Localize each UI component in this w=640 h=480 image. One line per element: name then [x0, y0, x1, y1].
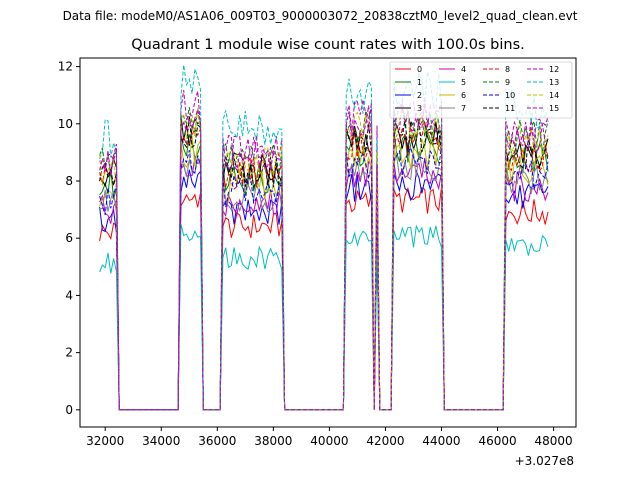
x-tick-label: 42000 — [366, 434, 404, 448]
x-tick-label: 38000 — [254, 434, 292, 448]
x-tick-label: 36000 — [198, 434, 236, 448]
y-tick-label: 10 — [58, 117, 73, 131]
legend-box — [389, 61, 573, 119]
legend-label-14: 14 — [549, 91, 559, 100]
y-tick-label: 0 — [65, 403, 73, 417]
y-tick-label: 12 — [58, 60, 73, 74]
x-offset-label: +3.027e8 — [515, 454, 574, 468]
legend-label-5: 5 — [461, 78, 466, 87]
legend-label-13: 13 — [549, 78, 559, 87]
legend-label-11: 11 — [505, 104, 515, 113]
legend-label-0: 0 — [417, 65, 422, 74]
y-tick-label: 8 — [65, 174, 73, 188]
y-axis: 0 2 4 6 8 10 12 — [58, 60, 80, 417]
legend-label-15: 15 — [549, 104, 559, 113]
legend-label-7: 7 — [461, 104, 466, 113]
x-tick-label: 44000 — [422, 434, 460, 448]
legend-label-1: 1 — [417, 78, 422, 87]
x-tick-label: 34000 — [142, 434, 180, 448]
legend-label-2: 2 — [417, 91, 422, 100]
series-line-15 — [99, 99, 549, 411]
legend-label-9: 9 — [505, 78, 510, 87]
chart-title: Quadrant 1 module wise count rates with … — [131, 37, 525, 53]
legend-label-10: 10 — [505, 91, 515, 100]
y-tick-label: 4 — [65, 288, 73, 302]
plot-frame — [79, 57, 577, 428]
legend-label-4: 4 — [461, 65, 466, 74]
legend-label-12: 12 — [549, 65, 559, 74]
series-layer — [99, 64, 549, 411]
x-tick-label: 40000 — [310, 434, 348, 448]
series-line-13 — [99, 64, 549, 411]
y-tick-label: 2 — [65, 346, 73, 360]
legend-label-6: 6 — [461, 91, 466, 100]
x-tick-label: 32000 — [86, 434, 124, 448]
legend-label-8: 8 — [505, 65, 510, 74]
x-tick-label: 46000 — [478, 434, 516, 448]
x-axis: 32000 34000 36000 38000 40000 42000 44000 46000… — [86, 427, 573, 448]
legend-label-3: 3 — [417, 104, 422, 113]
suptitle: Data file: modeM0/AS1A06_009T03_90000030… — [63, 9, 578, 23]
y-tick-label: 6 — [65, 231, 73, 245]
x-tick-label: 48000 — [534, 434, 572, 448]
